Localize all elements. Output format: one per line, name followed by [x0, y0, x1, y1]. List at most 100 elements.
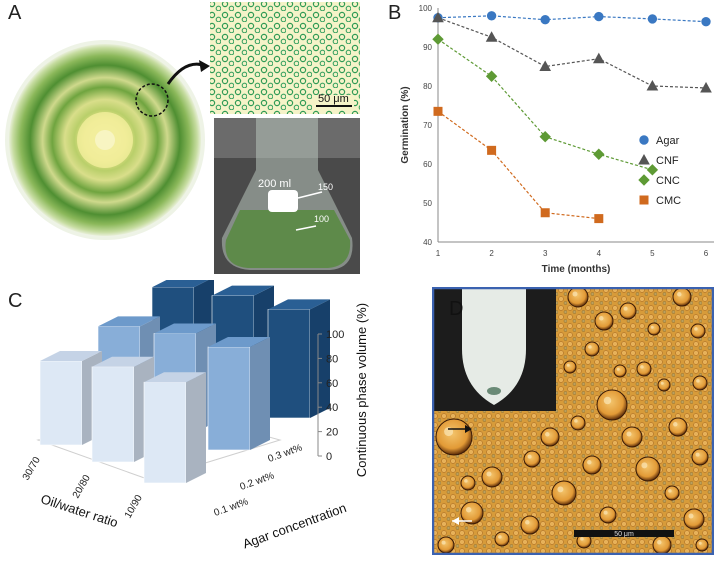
- oil-droplet: [563, 360, 577, 374]
- scale-bar-label-a: 50 μm: [318, 93, 349, 105]
- data-point-cnf: [592, 52, 605, 64]
- oil-droplet: [551, 480, 577, 506]
- oil-droplet: [691, 448, 709, 466]
- x-axis-label: Time (months): [542, 264, 611, 275]
- y-tick-label: 40: [423, 238, 432, 247]
- continuous-phase-chart: 0 20 40 60 80 100 30/70 20/80 10/90 0.1 wt% 0.2 …: [21, 280, 369, 551]
- series-cmc: [433, 106, 604, 224]
- z-tick-label: 100: [326, 329, 344, 341]
- legend-entry-agar: Agar: [639, 135, 680, 147]
- oil-droplet: [652, 535, 672, 555]
- panel-d-border: [432, 287, 714, 555]
- data-point-agar: [540, 15, 550, 25]
- legend-entry-cmc: CMC: [639, 195, 681, 207]
- oil-droplet: [613, 364, 627, 378]
- oil-water-tick-label: 10/90: [123, 493, 145, 521]
- y-axis-label: Germination (%): [400, 86, 411, 163]
- z-tick-label: 20: [326, 427, 338, 439]
- oil-droplet: [523, 450, 541, 468]
- series-line-cmc: [437, 110, 599, 220]
- oil-droplet: [599, 506, 617, 524]
- legend-marker-agar: [639, 135, 649, 145]
- oil-droplet: [683, 508, 705, 530]
- agar-tick-label: 0.3 wt%: [267, 442, 304, 465]
- legend-label: CNC: [656, 175, 680, 187]
- series-line-cnc: [437, 38, 653, 171]
- data-point-cnf: [646, 79, 659, 91]
- data-point-agar: [701, 16, 711, 27]
- zoom-region-marker: [135, 83, 169, 117]
- z-tick-label: 0: [326, 451, 332, 463]
- oil-droplet: [594, 311, 614, 331]
- data-point-cnc: [485, 70, 498, 82]
- arrow-head-icon: [199, 60, 210, 72]
- oil-droplet: [621, 426, 643, 448]
- z-tick-label: 40: [326, 402, 338, 414]
- oil-droplet: [619, 302, 637, 320]
- data-point-cnf: [432, 11, 444, 23]
- oil-droplet: [672, 287, 692, 307]
- data-point-cmc: [433, 106, 443, 116]
- bar-10-90-03wt: [267, 299, 330, 419]
- oil-droplet: [657, 378, 671, 392]
- scale-bar-line-d: [574, 530, 674, 537]
- data-point-cmc: [594, 214, 604, 224]
- panel-letter-d: D: [449, 298, 464, 320]
- oil-droplet: [690, 323, 706, 339]
- flask-photo: [214, 118, 360, 274]
- legend-label: CMC: [656, 195, 681, 207]
- emulsion-micrograph: 50 μm: [432, 287, 714, 555]
- data-point-cnc: [432, 33, 444, 45]
- legend-entry-cnf: CNF: [638, 153, 679, 167]
- data-point-cnf: [700, 81, 712, 93]
- y-tick-label: 70: [423, 121, 432, 130]
- bar-10-90-02wt: [207, 336, 270, 451]
- z-axis-label: Continuous phase volume (%): [354, 303, 369, 477]
- oil-droplet: [481, 466, 503, 488]
- arrow-head-white-icon: [452, 517, 459, 525]
- x-tick-label: 4: [597, 249, 602, 258]
- oil-droplet: [540, 427, 560, 447]
- arrow-head-icon: [465, 425, 472, 433]
- oil-droplet: [460, 475, 476, 491]
- germination-chart: 40 50 60 70 80 90 100 1 2 3 4 5 6 Agar CNF CNC CMC Ger…: [400, 4, 714, 275]
- legend-label: Agar: [656, 135, 680, 147]
- z-tick-label: 60: [326, 378, 338, 390]
- oil-droplet: [647, 322, 661, 336]
- agar-tick-label: 0.2 wt%: [239, 470, 276, 493]
- x-tick-label: 3: [543, 249, 548, 258]
- flask-mark-100: 100: [314, 214, 330, 224]
- y-tick-label: 80: [423, 82, 432, 91]
- y-tick-label: 50: [423, 199, 432, 208]
- series-line-cnf: [437, 17, 707, 89]
- oil-droplet: [437, 536, 455, 554]
- algae-micrograph: [210, 2, 360, 114]
- oil-droplet: [668, 417, 688, 437]
- x-tick-label: 1: [436, 249, 441, 258]
- data-point-agar: [647, 14, 658, 24]
- data-point-agar: [486, 11, 497, 21]
- data-point-cmc: [487, 145, 497, 155]
- oil-droplet: [520, 515, 540, 535]
- data-point-cmc: [540, 208, 550, 218]
- panel-a-figure: [5, 2, 360, 274]
- series-cnc: [432, 33, 659, 176]
- panel-letter-a: A: [8, 2, 22, 24]
- bar-10-90-01wt: [143, 372, 206, 484]
- data-point-cnf: [539, 60, 552, 71]
- y-tick-label: 90: [423, 43, 432, 52]
- panel-letter-c: C: [8, 290, 23, 312]
- z-tick-label: 80: [326, 353, 338, 365]
- oil-droplet: [636, 361, 652, 377]
- data-point-cnf: [485, 31, 498, 42]
- series-line-agar: [437, 15, 707, 23]
- oil-droplet: [664, 485, 680, 501]
- flask-mark-150: 150: [318, 182, 334, 192]
- legend-marker-cnf: [638, 153, 650, 165]
- oil-droplet: [582, 455, 602, 475]
- oil-droplet: [584, 341, 600, 357]
- oil-droplet: [435, 418, 473, 456]
- data-point-cnc: [646, 164, 659, 176]
- legend-marker-cmc: [639, 195, 649, 205]
- oil-droplet: [695, 538, 709, 552]
